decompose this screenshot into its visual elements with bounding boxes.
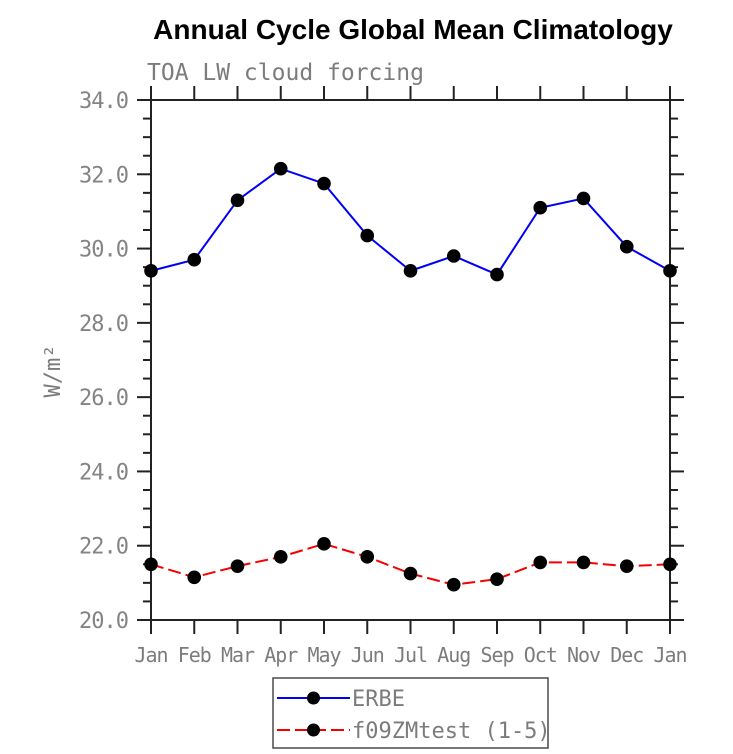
y-tick-label: 22.0: [79, 535, 128, 560]
data-point: [144, 557, 158, 572]
axis-ticks: 20.0 22.0 24.0 26.0 28.0 30.0 32.0 34.0 Jan Feb Ma…: [79, 86, 688, 667]
data-point: [446, 577, 461, 592]
legend-label-f09zmtest: f09ZMtest (1-5): [352, 719, 551, 744]
plot-frame: [150, 99, 671, 621]
x-tick-label: Nov: [567, 643, 601, 667]
legend-marker-f09zmtest: [307, 723, 320, 737]
y-tick-label: 20.0: [79, 609, 128, 634]
data-point: [490, 267, 504, 282]
data-point: [576, 555, 591, 570]
data-point: [663, 557, 677, 572]
data-point: [533, 200, 548, 215]
y-axis-label: W/m²: [41, 345, 66, 398]
y-tick-label: 26.0: [79, 386, 128, 411]
data-point: [403, 264, 418, 278]
data-point: [273, 550, 288, 564]
x-tick-label: Oct: [524, 643, 557, 667]
data-point: [273, 161, 288, 176]
data-point: [230, 559, 245, 573]
x-tick-label: Jun: [351, 643, 384, 667]
legend-box: [272, 677, 549, 749]
data-point: [317, 537, 331, 551]
legend: ERBE f09ZMtest (1-5): [272, 677, 551, 749]
data-point: [144, 264, 158, 278]
x-tick-label: Jul: [394, 643, 427, 667]
plot-border: [150, 99, 671, 621]
data-point: [403, 566, 418, 581]
y-tick-label: 28.0: [79, 312, 128, 337]
data-series: [144, 161, 677, 592]
y-tick-label: 24.0: [79, 460, 128, 485]
data-point: [533, 555, 548, 570]
x-tick-label: Sep: [480, 643, 513, 667]
chart-subtitle: TOA LW cloud forcing: [147, 60, 424, 86]
x-tick-label: Jan: [653, 643, 686, 667]
data-point: [576, 191, 591, 206]
x-tick-label: Feb: [178, 643, 211, 667]
x-tick-label: May: [307, 643, 341, 667]
x-tick-label: Jan: [134, 643, 167, 667]
data-point: [446, 249, 461, 263]
x-tick-label: Dec: [610, 643, 643, 667]
data-point: [187, 252, 202, 267]
data-point: [360, 228, 375, 243]
data-point: [490, 572, 504, 586]
chart-title: Annual Cycle Global Mean Climatology: [153, 14, 673, 45]
legend-marker-erbe: [307, 691, 320, 705]
data-point: [619, 559, 634, 573]
x-tick-label: Aug: [437, 643, 470, 667]
legend-label-erbe: ERBE: [352, 687, 405, 712]
y-tick-label: 32.0: [79, 163, 128, 188]
y-tick-label: 30.0: [79, 238, 128, 263]
data-point: [230, 193, 245, 208]
x-tick-label: Mar: [221, 643, 255, 667]
y-tick-label: 34.0: [79, 89, 128, 114]
data-point: [360, 550, 375, 564]
x-tick-label: Apr: [264, 643, 298, 667]
series-line-0: [150, 167, 671, 276]
data-point: [663, 264, 677, 278]
data-point: [187, 570, 202, 585]
data-point: [317, 176, 331, 191]
data-point: [619, 239, 634, 254]
